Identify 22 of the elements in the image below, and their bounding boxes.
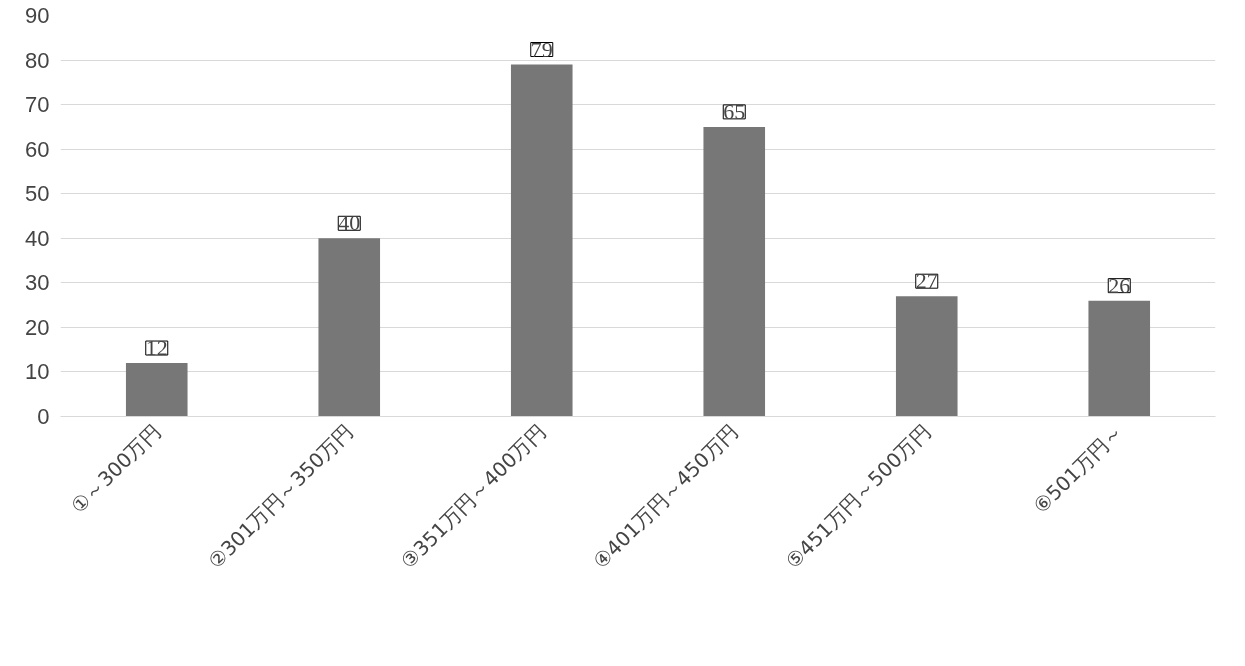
- y-tick-label: 40: [25, 225, 50, 251]
- data-label: 65: [723, 98, 746, 124]
- data-label: 40: [338, 210, 361, 236]
- y-tick-label: 0: [37, 404, 50, 429]
- y-tick-label: 90: [25, 3, 50, 28]
- y-tick-label: 50: [25, 181, 50, 207]
- y-tick-label: 30: [25, 270, 50, 296]
- bar: [510, 64, 573, 417]
- bar: [318, 238, 381, 417]
- data-label: 27: [915, 268, 938, 294]
- bar: [1088, 300, 1151, 417]
- y-tick-label: 60: [25, 136, 50, 162]
- bar: [125, 363, 188, 417]
- y-tick-label: 20: [25, 314, 50, 340]
- data-label: 26: [1108, 272, 1131, 298]
- y-tick-label: 70: [25, 92, 50, 118]
- bar: [703, 126, 766, 417]
- y-tick-label: 80: [25, 47, 50, 73]
- bar: [895, 296, 958, 417]
- y-tick-label: 10: [25, 359, 50, 385]
- data-label: 12: [145, 335, 168, 361]
- data-label: 79: [530, 36, 553, 62]
